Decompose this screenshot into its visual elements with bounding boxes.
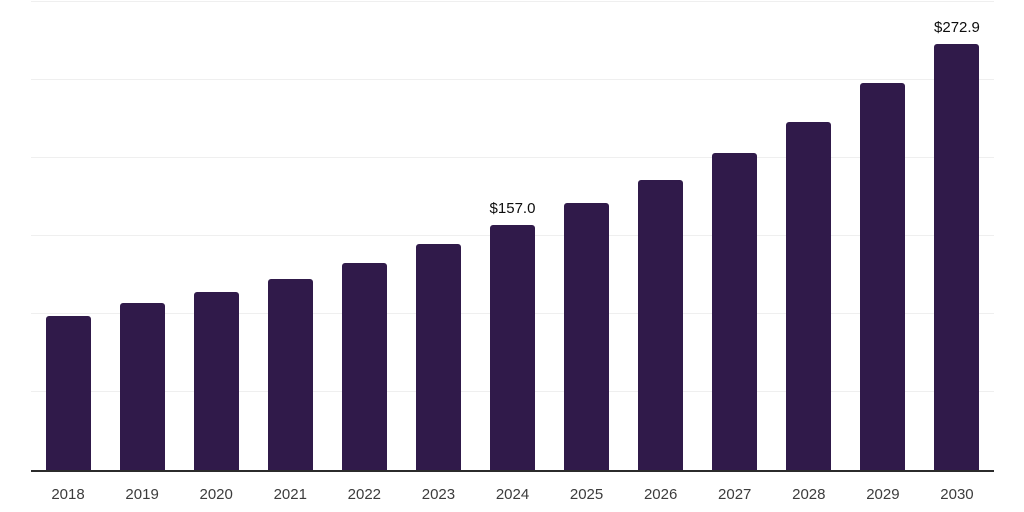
bar-2027 — [712, 153, 758, 470]
bar-2020 — [193, 292, 239, 470]
x-tick-label-2027: 2027 — [718, 486, 752, 503]
bar-2024 — [490, 225, 535, 470]
x-tick-label-2028: 2028 — [792, 486, 826, 503]
x-tick-label-2018: 2018 — [51, 486, 85, 503]
x-axis-line — [31, 470, 994, 472]
bar-2023 — [415, 243, 461, 470]
bar-2018 — [45, 315, 91, 470]
bar-value-label-2030: $272.9 — [934, 19, 980, 37]
x-tick-label-2019: 2019 — [125, 486, 159, 503]
bar-2028 — [786, 122, 832, 470]
x-tick-label-2025: 2025 — [569, 486, 604, 503]
x-tick-label-2026: 2026 — [643, 486, 678, 503]
x-tick-label-2021: 2021 — [273, 486, 307, 503]
x-tick-label-2022: 2022 — [347, 486, 382, 503]
bar-2019 — [119, 303, 165, 470]
gridline — [31, 1, 994, 2]
bar-2029 — [860, 83, 906, 470]
bar-2021 — [267, 278, 313, 470]
x-tick-label-2024: 2024 — [495, 486, 530, 503]
x-tick-label-2029: 2029 — [866, 486, 900, 503]
bar-value-label-2024: $157.0 — [489, 200, 536, 218]
bar-2026 — [638, 179, 684, 470]
gridline — [31, 79, 994, 80]
x-tick-label-2030: 2030 — [940, 486, 974, 503]
bar-2030 — [934, 44, 980, 470]
bar-2022 — [341, 262, 387, 470]
x-tick-label-2020: 2020 — [199, 486, 233, 503]
plot-area: 2018 2019 2020 2021 2022 2023 $157.0 2024 2025 20… — [31, 0, 994, 512]
x-tick-label-2023: 2023 — [421, 486, 456, 503]
gridline — [31, 157, 994, 158]
bar-2025 — [564, 203, 610, 470]
